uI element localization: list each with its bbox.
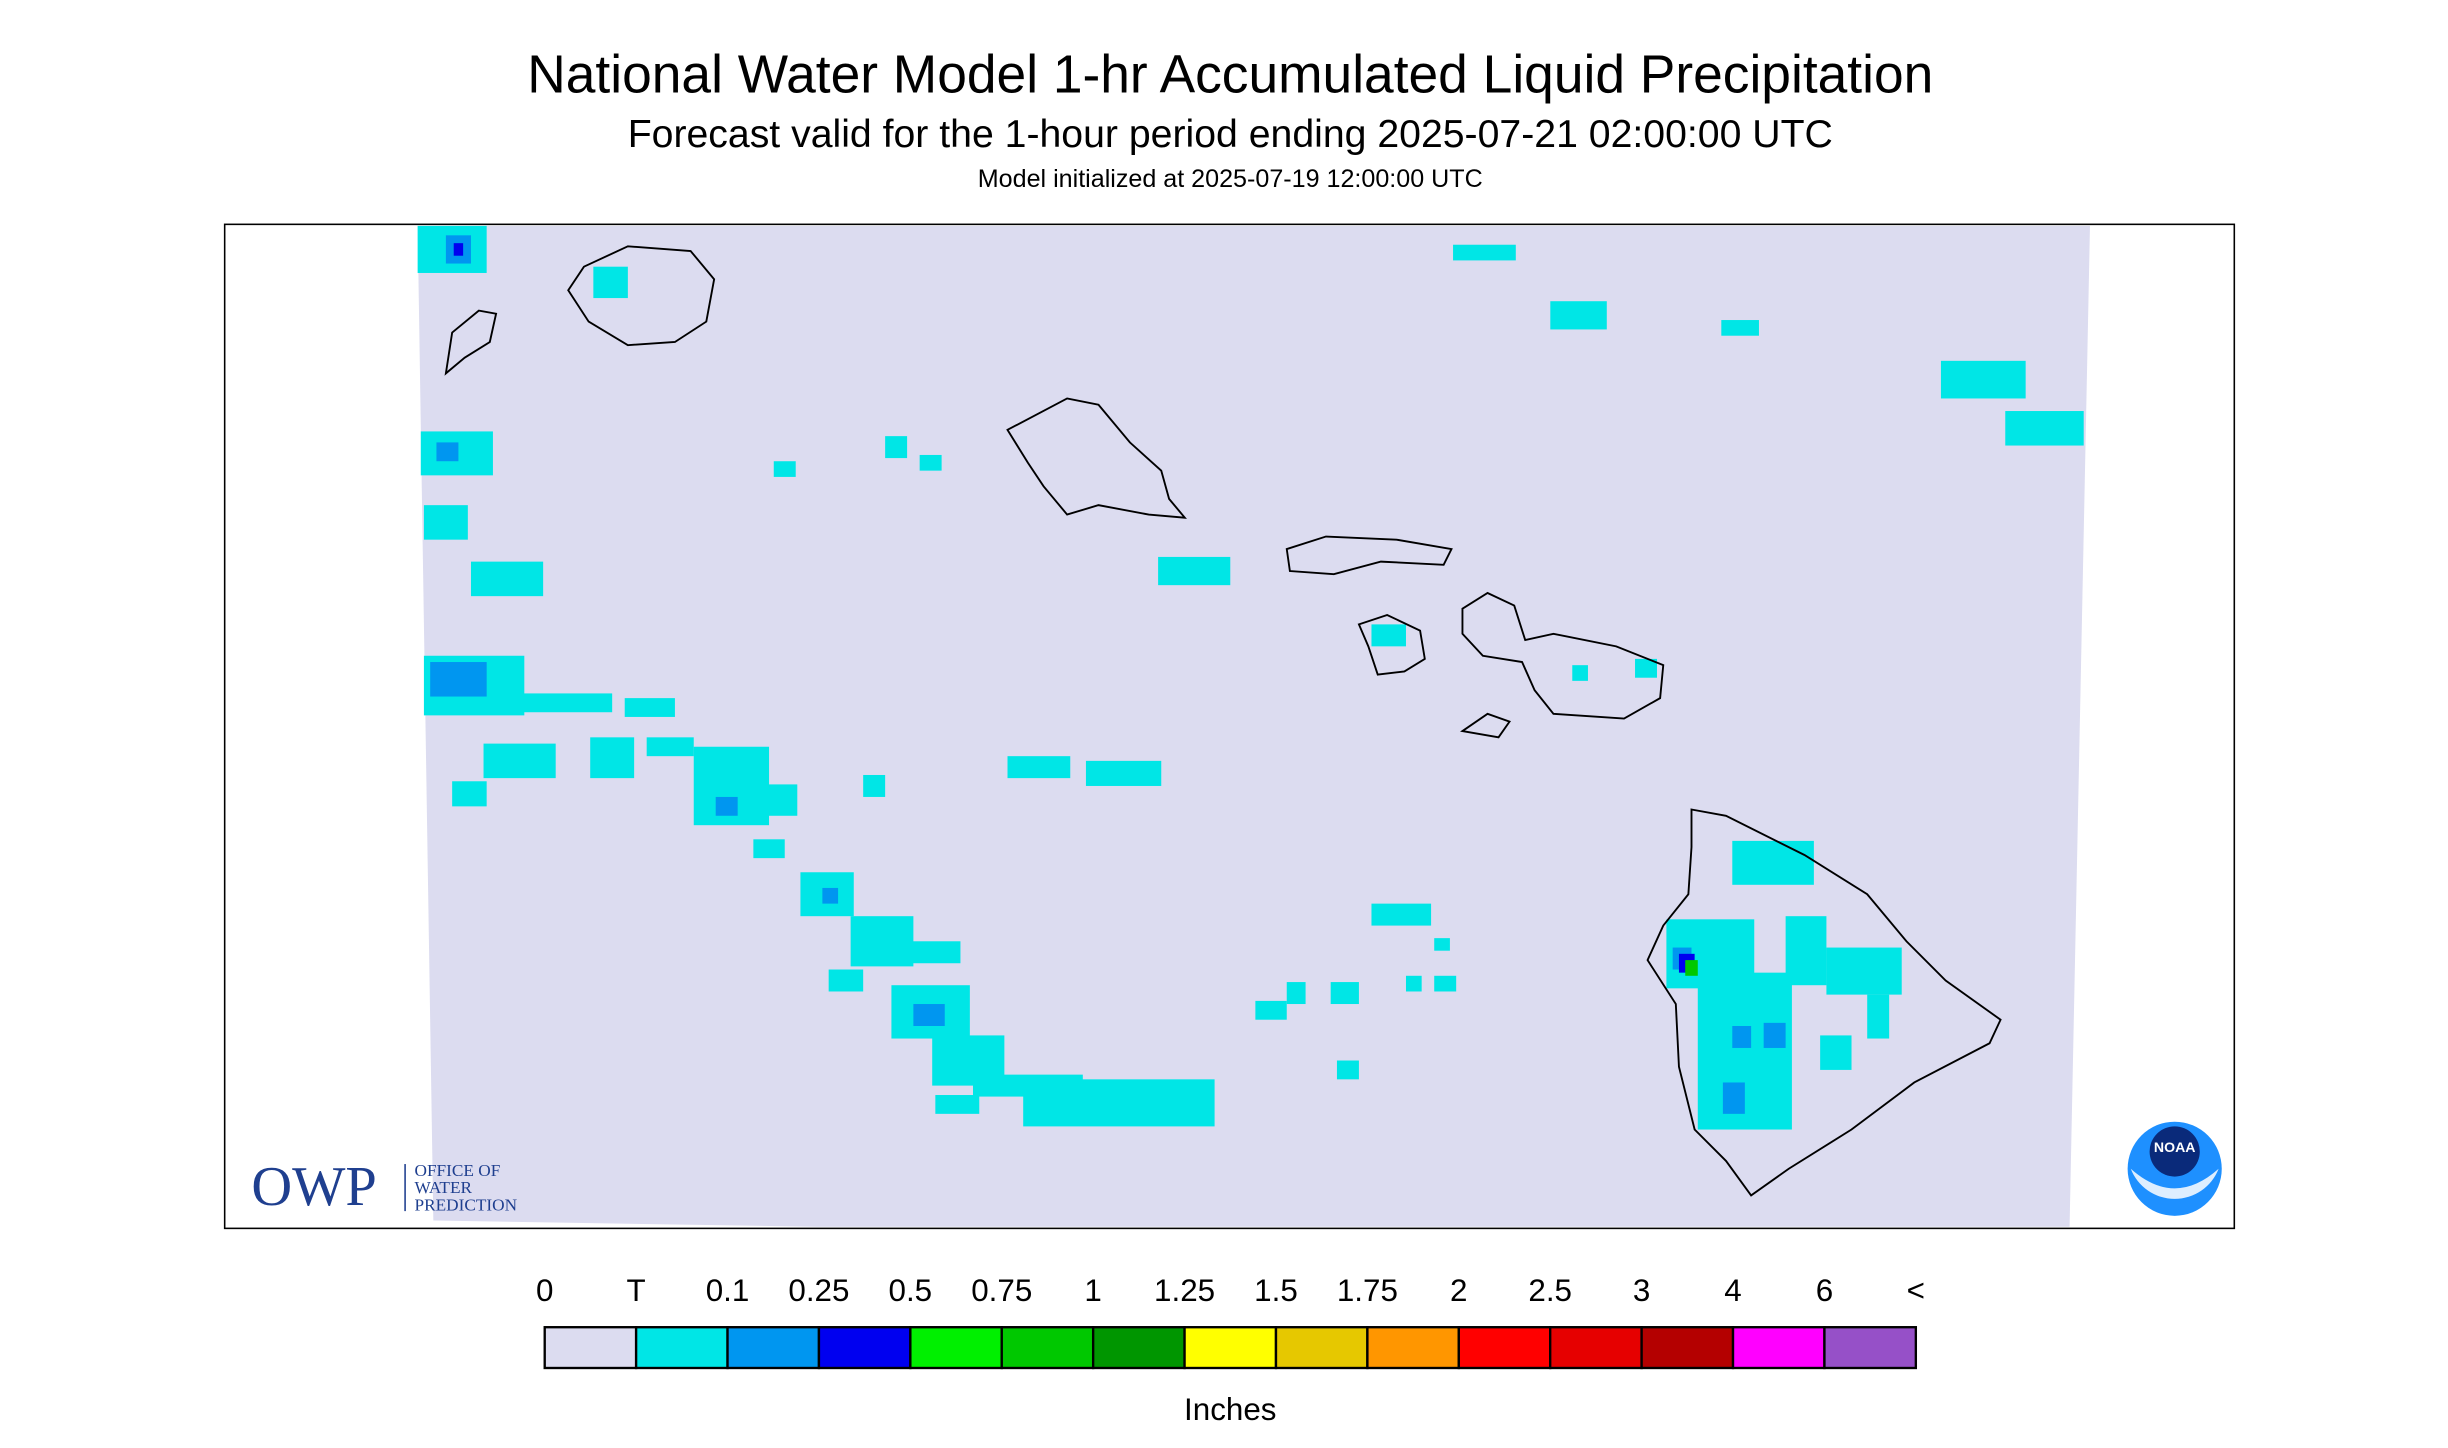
subtitle: Forecast valid for the 1-hour period end…: [628, 113, 1833, 156]
legend-swatch: [1091, 1326, 1186, 1370]
legend-swatch: [1183, 1326, 1278, 1370]
legend-swatch: [726, 1326, 821, 1370]
owp-logo-text: OWP: [251, 1156, 376, 1218]
legend-label: 0.25: [788, 1273, 849, 1308]
legend-label: 0: [536, 1273, 553, 1308]
legend-label: 6: [1816, 1273, 1833, 1308]
legend-swatch: [1549, 1326, 1643, 1370]
owp-line: PREDICTION: [415, 1195, 518, 1214]
legend-label: 1.5: [1254, 1273, 1298, 1308]
legend: 0 T 0.1 0.25 0.5 0.75 1 1.25 1.5 1.75 2 2.5 3 4 6 <: [536, 1273, 1925, 1370]
legend-swatch: [1274, 1326, 1369, 1370]
legend-label: <: [1907, 1273, 1925, 1308]
legend-swatch: [634, 1326, 729, 1370]
title: National Water Model 1-hr Accumulated Li…: [527, 46, 1933, 105]
legend-swatch: [1000, 1326, 1095, 1370]
data-area: [417, 225, 2090, 1227]
legend-label: 0.5: [889, 1273, 933, 1308]
legend-label: 1.75: [1337, 1273, 1398, 1308]
owp-line: OFFICE OF: [415, 1161, 501, 1180]
legend-label: 4: [1724, 1273, 1741, 1308]
legend-label: 1: [1084, 1273, 1101, 1308]
legend-label: T: [627, 1273, 646, 1308]
legend-label: 3: [1633, 1273, 1650, 1308]
legend-label: 0.75: [971, 1273, 1032, 1308]
legend-swatch: [1823, 1326, 1918, 1370]
coastlines: [444, 245, 2002, 1197]
legend-swatch: [817, 1326, 912, 1370]
owp-line: WATER: [415, 1178, 473, 1197]
legend-swatch: [1457, 1326, 1552, 1370]
legend-swatch: [1366, 1326, 1460, 1370]
noaa-logo: NOAA: [2127, 1121, 2222, 1216]
legend-label: 2: [1450, 1273, 1467, 1308]
init-time: Model initialized at 2025-07-19 12:00:00…: [978, 165, 1483, 193]
legend-unit: Inches: [1184, 1392, 1276, 1427]
legend-label: 1.25: [1154, 1273, 1215, 1308]
precip: [417, 225, 2084, 1130]
legend-label: 0.1: [706, 1273, 750, 1308]
legend-swatch: [543, 1326, 638, 1370]
legend-swatch: [1731, 1326, 1826, 1370]
noaa-text: NOAA: [2154, 1139, 2196, 1155]
legend-swatch: [909, 1326, 1003, 1370]
owp-logo: OWP OFFICE OF WATER PREDICTION: [251, 1156, 517, 1218]
legend-label: 2.5: [1528, 1273, 1572, 1308]
legend-swatch: [1640, 1326, 1735, 1370]
